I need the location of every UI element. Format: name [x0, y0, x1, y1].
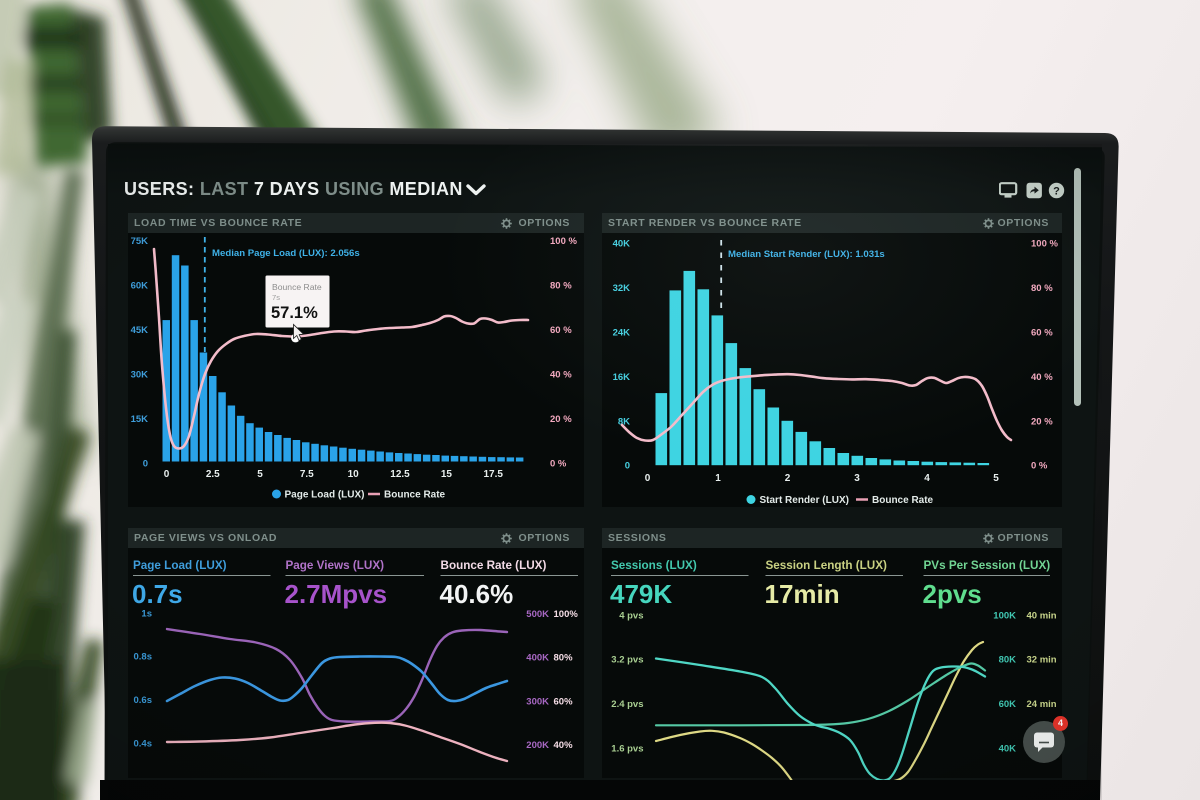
- svg-text:60 %: 60 %: [1031, 327, 1053, 338]
- svg-text:20 %: 20 %: [550, 414, 572, 425]
- svg-text:0.4s: 0.4s: [134, 738, 153, 749]
- svg-text:2.7Mpvs: 2.7Mpvs: [285, 579, 388, 609]
- svg-text:0.8s: 0.8s: [134, 652, 153, 663]
- svg-text:Median Page Load (LUX): 2.056s: Median Page Load (LUX): 2.056s: [212, 248, 360, 259]
- svg-text:100 %: 100 %: [1031, 238, 1058, 249]
- svg-text:57.1%: 57.1%: [271, 304, 318, 322]
- svg-text:1.6 pvs: 1.6 pvs: [611, 743, 643, 754]
- svg-text:0.7s: 0.7s: [132, 579, 183, 609]
- svg-text:1s: 1s: [141, 608, 152, 619]
- svg-text:100%: 100%: [554, 609, 579, 620]
- svg-text:10: 10: [348, 469, 360, 480]
- svg-text:479K: 479K: [610, 579, 672, 609]
- svg-text:Page Load (LUX): Page Load (LUX): [133, 559, 227, 572]
- svg-text:100K: 100K: [993, 610, 1016, 621]
- svg-text:60K: 60K: [131, 281, 149, 292]
- svg-text:Bounce Rate: Bounce Rate: [272, 282, 322, 292]
- svg-text:40%: 40%: [554, 740, 574, 751]
- svg-text:4: 4: [924, 473, 930, 484]
- svg-text:0.6s: 0.6s: [134, 695, 153, 706]
- svg-text:Page Load (LUX): Page Load (LUX): [285, 490, 365, 501]
- svg-text:15: 15: [441, 469, 453, 480]
- svg-text:80 %: 80 %: [1031, 283, 1053, 294]
- svg-text:2.5: 2.5: [206, 469, 220, 480]
- svg-text:0: 0: [164, 469, 170, 480]
- svg-text:2.4 pvs: 2.4 pvs: [611, 699, 643, 710]
- svg-text:5: 5: [257, 469, 263, 480]
- svg-text:17.5: 17.5: [483, 469, 503, 480]
- svg-text:3: 3: [854, 473, 860, 484]
- svg-text:60 %: 60 %: [550, 325, 572, 336]
- svg-text:Bounce Rate: Bounce Rate: [384, 490, 446, 501]
- svg-text:40 %: 40 %: [550, 370, 572, 381]
- svg-text:0: 0: [625, 461, 630, 472]
- svg-text:Bounce Rate (LUX): Bounce Rate (LUX): [441, 559, 547, 572]
- svg-text:40 min: 40 min: [1027, 610, 1057, 621]
- svg-text:0 %: 0 %: [1031, 461, 1048, 472]
- svg-text:12.5: 12.5: [390, 469, 410, 480]
- svg-text:7.5: 7.5: [300, 469, 314, 480]
- svg-text:Median Start Render (LUX): 1.0: Median Start Render (LUX): 1.031s: [728, 249, 885, 260]
- svg-text:200K: 200K: [526, 740, 549, 751]
- svg-text:24 min: 24 min: [1027, 699, 1057, 710]
- svg-text:40K: 40K: [999, 743, 1017, 754]
- svg-text:400K: 400K: [526, 653, 549, 664]
- svg-text:16K: 16K: [613, 372, 631, 383]
- svg-text:Session Length (LUX): Session Length (LUX): [766, 559, 888, 572]
- svg-text:Start Render (LUX): Start Render (LUX): [760, 495, 849, 506]
- svg-text:32K: 32K: [613, 283, 631, 294]
- svg-text:2pvs: 2pvs: [923, 579, 982, 609]
- svg-text:PVs Per Session (LUX): PVs Per Session (LUX): [924, 559, 1051, 572]
- svg-text:60K: 60K: [999, 699, 1017, 710]
- svg-text:Sessions (LUX): Sessions (LUX): [611, 559, 697, 572]
- svg-text:0: 0: [143, 458, 148, 469]
- svg-text:0 %: 0 %: [550, 458, 567, 469]
- svg-text:75K: 75K: [131, 236, 149, 247]
- svg-text:60%: 60%: [554, 696, 574, 707]
- svg-text:40.6%: 40.6%: [440, 579, 514, 609]
- svg-text:45K: 45K: [131, 325, 149, 336]
- svg-text:80 %: 80 %: [550, 281, 572, 292]
- svg-text:30K: 30K: [131, 370, 149, 381]
- svg-text:80%: 80%: [554, 653, 574, 664]
- svg-text:?: ?: [1053, 185, 1060, 197]
- svg-text:8K: 8K: [618, 416, 630, 427]
- svg-text:40K: 40K: [613, 238, 631, 249]
- svg-text:7s: 7s: [272, 293, 280, 302]
- svg-text:20 %: 20 %: [1031, 416, 1053, 427]
- svg-text:32 min: 32 min: [1027, 655, 1057, 666]
- svg-text:4 pvs: 4 pvs: [619, 610, 643, 621]
- svg-text:2: 2: [785, 473, 791, 484]
- svg-text:100 %: 100 %: [550, 236, 577, 247]
- svg-text:300K: 300K: [526, 696, 549, 707]
- svg-text:40 %: 40 %: [1031, 372, 1053, 383]
- svg-text:Bounce Rate: Bounce Rate: [872, 495, 934, 506]
- svg-text:500K: 500K: [526, 609, 549, 620]
- svg-text:Page Views (LUX): Page Views (LUX): [286, 559, 385, 572]
- svg-text:15K: 15K: [131, 414, 149, 425]
- svg-text:3.2 pvs: 3.2 pvs: [611, 655, 643, 666]
- svg-text:24K: 24K: [613, 327, 631, 338]
- svg-text:5: 5: [993, 473, 999, 484]
- svg-text:80K: 80K: [999, 655, 1017, 666]
- svg-text:17min: 17min: [765, 579, 840, 609]
- svg-text:0: 0: [645, 473, 651, 484]
- svg-text:1: 1: [715, 473, 721, 484]
